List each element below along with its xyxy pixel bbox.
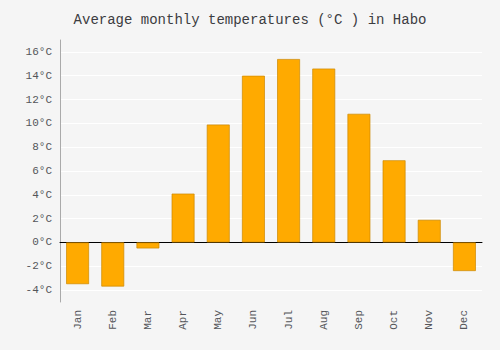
svg-text:8°C: 8°C (32, 141, 52, 153)
svg-text:Jul: Jul (283, 310, 295, 330)
svg-text:Jun: Jun (247, 310, 259, 330)
svg-text:2°C: 2°C (32, 213, 52, 225)
svg-text:Aug: Aug (318, 310, 330, 330)
svg-text:Oct: Oct (388, 310, 400, 330)
svg-text:Nov: Nov (423, 310, 435, 330)
svg-text:May: May (212, 310, 224, 330)
svg-text:-2°C: -2°C (26, 260, 53, 272)
svg-text:Apr: Apr (177, 310, 189, 330)
svg-text:Jan: Jan (72, 310, 84, 330)
svg-text:Dec: Dec (458, 310, 470, 330)
svg-text:12°C: 12°C (26, 94, 53, 106)
svg-text:Feb: Feb (107, 310, 119, 330)
svg-text:10°C: 10°C (26, 117, 53, 129)
svg-text:0°C: 0°C (32, 236, 52, 248)
svg-text:6°C: 6°C (32, 165, 52, 177)
svg-text:Sep: Sep (353, 310, 365, 330)
svg-text:16°C: 16°C (26, 46, 53, 58)
svg-text:-4°C: -4°C (26, 284, 53, 296)
svg-text:14°C: 14°C (26, 70, 53, 82)
svg-text:Mar: Mar (142, 310, 154, 330)
svg-text:4°C: 4°C (32, 189, 52, 201)
svg-text:Average monthly temperatures (: Average monthly temperatures (°C ) in Ha… (74, 12, 427, 28)
